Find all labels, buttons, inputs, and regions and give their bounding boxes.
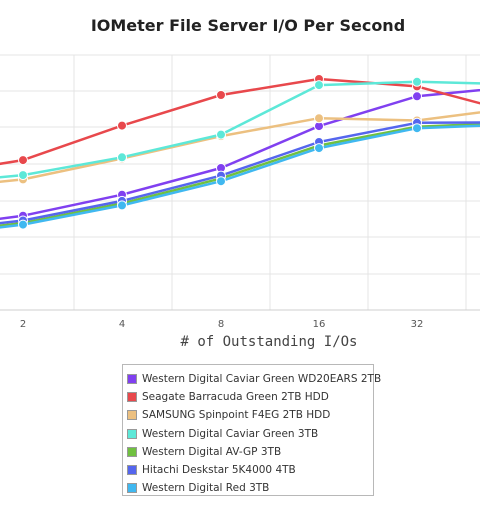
legend-label: Hitachi Deskstar 5K4000 4TB <box>142 464 296 477</box>
legend-item[interactable]: Hitachi Deskstar 5K4000 4TB <box>127 461 373 479</box>
legend-swatch <box>127 465 137 476</box>
series-group <box>0 76 480 181</box>
legend-item[interactable]: Western Digital Caviar Green 3TB <box>127 425 373 443</box>
data-point <box>117 120 127 131</box>
x-axis-ticks: 2 4 8 16 32 <box>20 319 424 330</box>
legend-label: Western Digital Caviar Green 3TB <box>142 427 319 440</box>
legend-label: Western Digital AV-GP 3TB <box>142 445 282 458</box>
x-tick-label: 32 <box>411 319 424 330</box>
legend-item[interactable]: Western Digital AV-GP 3TB <box>127 443 373 461</box>
legend-swatch <box>127 446 137 457</box>
data-point <box>314 143 324 154</box>
x-tick-label: 4 <box>119 319 125 330</box>
data-point <box>412 76 422 87</box>
legend-item[interactable]: Western Digital Caviar Green WD20EARS 2T… <box>127 370 381 388</box>
legend-item[interactable]: SAMSUNG Spinpoint F4EG 2TB HDD <box>127 406 373 424</box>
series-group <box>0 111 480 185</box>
data-point <box>314 113 324 124</box>
series-lines <box>0 74 480 230</box>
chart-grid <box>0 54 480 311</box>
series-group <box>0 123 480 230</box>
chart-legend: Western Digital Caviar Green WD20EARS 2T… <box>122 364 381 497</box>
data-point <box>314 80 324 91</box>
legend-label: SAMSUNG Spinpoint F4EG 2TB HDD <box>142 409 331 422</box>
data-point <box>18 219 28 230</box>
x-tick-label: 16 <box>313 319 326 330</box>
data-point <box>216 176 226 187</box>
data-point <box>18 155 28 166</box>
legend-swatch <box>127 483 137 494</box>
x-tick-label: 2 <box>20 319 26 330</box>
series-line <box>0 124 480 229</box>
legend-swatch <box>127 374 137 385</box>
series-line <box>0 88 480 221</box>
legend-label: Western Digital Red 3TB <box>142 482 270 495</box>
legend-swatch <box>127 428 137 439</box>
legend-label: Seagate Barracuda Green 2TB HDD <box>142 391 329 404</box>
data-point <box>412 91 422 102</box>
data-point <box>412 123 422 134</box>
series-group <box>0 88 480 221</box>
data-point <box>18 170 28 181</box>
data-point <box>216 90 226 100</box>
data-point <box>117 152 127 163</box>
data-point <box>117 200 127 211</box>
series-line <box>0 122 480 227</box>
chart-title: IOMeter File Server I/O Per Second <box>90 16 406 35</box>
x-tick-label: 8 <box>218 319 224 330</box>
legend-item[interactable]: Western Digital Red 3TB <box>127 479 373 497</box>
legend-swatch <box>127 392 137 403</box>
data-point <box>216 129 226 140</box>
line-chart: 2 4 8 16 32 <box>0 54 480 330</box>
legend-swatch <box>127 410 137 421</box>
series-group <box>0 121 480 228</box>
legend-item[interactable]: Seagate Barracuda Green 2TB HDD <box>127 388 373 406</box>
x-axis-title: # of Outstanding I/Os <box>180 334 358 350</box>
legend-label: Western Digital Caviar Green WD20EARS 2T… <box>142 373 382 386</box>
series-line <box>0 111 480 183</box>
